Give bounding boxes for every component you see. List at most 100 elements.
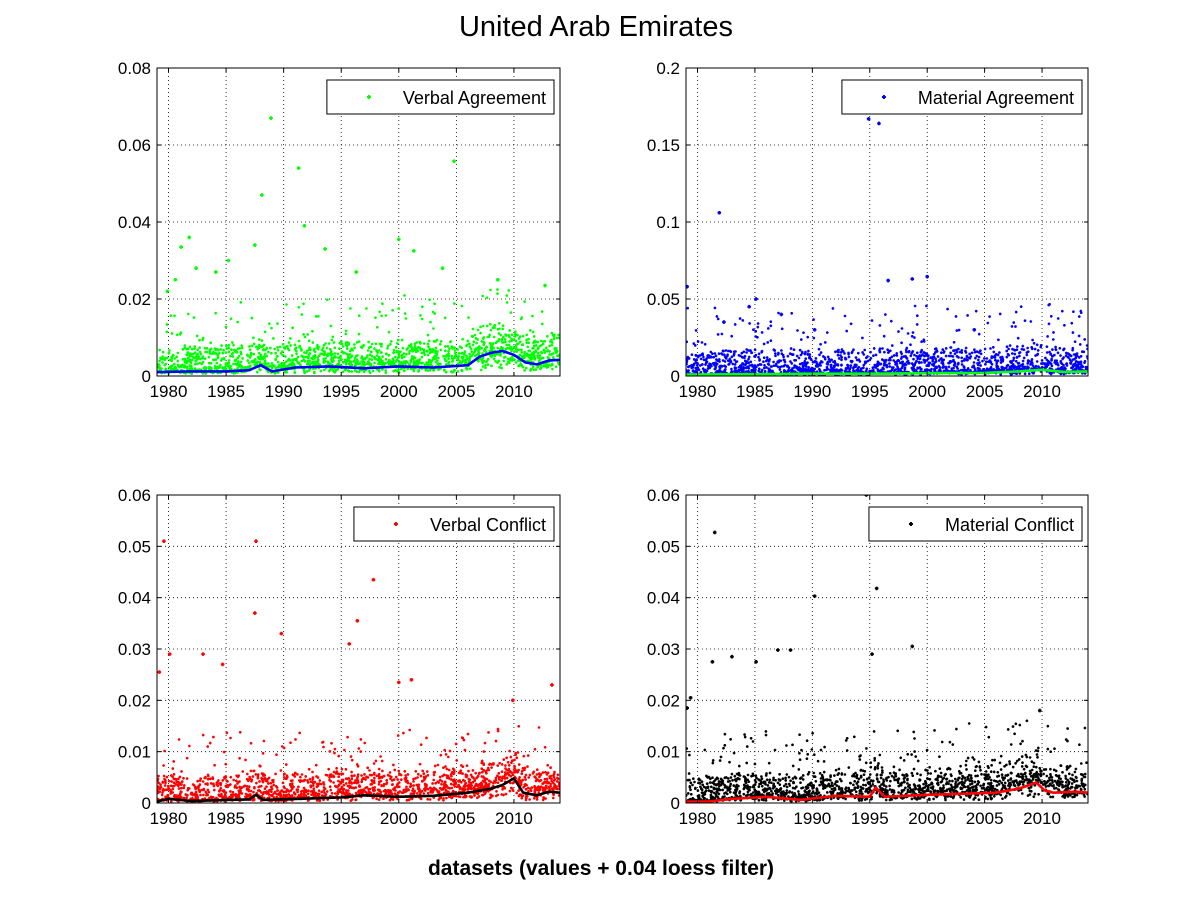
- legend-label: Verbal Conflict: [430, 515, 546, 535]
- y-tick-label: 0.2: [656, 59, 680, 78]
- panel-material-conflict: 1980 1985 1990 1995 2000 2005 2010 0 0.01 0.02 0.0…: [647, 486, 1089, 828]
- data-point: [712, 530, 717, 535]
- y-tick-label: 0.06: [647, 486, 680, 505]
- data-point: [730, 654, 734, 659]
- data-point: [409, 678, 414, 682]
- x-tick-label: 2010: [495, 809, 533, 828]
- data-point: [688, 695, 693, 700]
- data-point: [253, 243, 257, 247]
- data-point: [179, 245, 183, 249]
- y-tick-label: 0.01: [647, 743, 680, 762]
- grid-lines: [157, 494, 560, 804]
- legend-marker: [881, 95, 886, 99]
- axis-ticks: 1980 1985 1990 1995 2000 2005 2010 0 0.05 0.1 0.15…: [647, 59, 1088, 401]
- data-point: [747, 304, 751, 309]
- data-point: [754, 660, 758, 664]
- data-point: [874, 586, 879, 591]
- data-point: [279, 631, 284, 636]
- x-tick-label: 1990: [265, 809, 303, 828]
- data-point: [355, 618, 360, 623]
- data-point: [173, 277, 178, 282]
- data-point: [220, 662, 225, 667]
- legend-box: [326, 79, 555, 115]
- legend-verbal-agreement: Verbal Agreement: [326, 79, 555, 115]
- x-tick-label: 1995: [322, 382, 360, 401]
- legend-marker: [366, 95, 371, 99]
- y-tick-label: 0.04: [118, 589, 151, 608]
- legend-box: [353, 506, 555, 542]
- x-tick-label: 1985: [736, 382, 774, 401]
- axis-ticks: 1980 1985 1990 1995 2000 2005 2010 0 0.02 0.04 0.0…: [118, 59, 560, 401]
- data-point: [717, 210, 722, 215]
- y-tick-label: 0.04: [647, 589, 680, 608]
- y-tick-label: 0.06: [118, 136, 151, 155]
- data-point: [167, 652, 172, 656]
- data-point: [788, 648, 793, 652]
- y-tick-label: 0.05: [647, 537, 680, 556]
- data-point: [910, 644, 915, 649]
- x-tick-label: 2010: [1023, 809, 1061, 828]
- data-point: [686, 284, 689, 289]
- y-tick-label: 0.03: [647, 640, 680, 659]
- trend-line: [686, 368, 1088, 376]
- x-tick-label: 1995: [851, 382, 889, 401]
- figure-footer: datasets (values + 0.04 loess filter): [428, 857, 774, 880]
- data-point: [302, 224, 307, 228]
- data-point: [323, 247, 327, 251]
- x-tick-label: 1980: [679, 809, 717, 828]
- data-point: [411, 249, 416, 253]
- data-point: [886, 278, 890, 283]
- data-point: [226, 258, 231, 263]
- data-point: [710, 660, 715, 664]
- data-point: [269, 116, 273, 120]
- x-tick-label: 2000: [380, 382, 418, 401]
- x-tick-label: 1985: [207, 382, 245, 401]
- data-point: [550, 683, 554, 687]
- data-point: [397, 680, 401, 685]
- y-tick-label: 0: [142, 794, 151, 813]
- trend-line: [686, 781, 1088, 803]
- data-point: [776, 648, 780, 652]
- x-tick-label: 2005: [437, 809, 475, 828]
- trend-line: [157, 349, 560, 374]
- legend-marker: [393, 522, 398, 526]
- x-tick-label: 1985: [736, 809, 774, 828]
- legend-label: Material Conflict: [945, 515, 1074, 535]
- legend-label: Verbal Agreement: [403, 88, 546, 108]
- panel-verbal-agreement: 1980 1985 1990 1995 2000 2005 2010 0 0.02 0.04 0.0…: [118, 59, 561, 401]
- data-point: [1037, 708, 1042, 713]
- y-tick-label: 0: [671, 794, 680, 813]
- grid-lines: [157, 67, 560, 377]
- x-tick-label: 1980: [150, 809, 188, 828]
- data-point: [259, 193, 264, 197]
- data-point: [722, 320, 726, 324]
- x-tick-label: 2005: [966, 809, 1004, 828]
- point-cloud: [157, 288, 560, 375]
- y-tick-label: 0.05: [118, 537, 151, 556]
- y-tick-label: 0.03: [118, 640, 151, 659]
- data-point: [686, 706, 689, 710]
- data-point: [162, 539, 166, 543]
- y-tick-label: 0.15: [647, 136, 680, 155]
- x-tick-label: 2000: [380, 809, 418, 828]
- y-tick-label: 0.04: [118, 213, 151, 232]
- y-tick-label: 0.02: [118, 691, 151, 710]
- data-point: [910, 277, 915, 281]
- data-point: [779, 312, 784, 317]
- axis-ticks: 1980 1985 1990 1995 2000 2005 2010 0 0.01 0.02 0.0…: [647, 486, 1088, 828]
- x-tick-label: 1995: [322, 809, 360, 828]
- data-point: [510, 698, 515, 703]
- y-tick-label: 0.01: [118, 743, 151, 762]
- y-tick-label: 0.1: [656, 213, 680, 232]
- data-point: [812, 594, 817, 598]
- y-tick-label: 0.05: [647, 290, 680, 309]
- figure-title: United Arab Emirates: [459, 11, 733, 43]
- point-cloud-marks: [686, 719, 1088, 803]
- trend-line: [157, 777, 560, 803]
- y-tick-label: 0: [671, 367, 680, 386]
- legend-material-agreement: Material Agreement: [841, 79, 1083, 115]
- data-point: [187, 235, 192, 240]
- data-points: [686, 495, 1042, 713]
- point-cloud: [686, 719, 1088, 803]
- x-tick-label: 2010: [495, 382, 533, 401]
